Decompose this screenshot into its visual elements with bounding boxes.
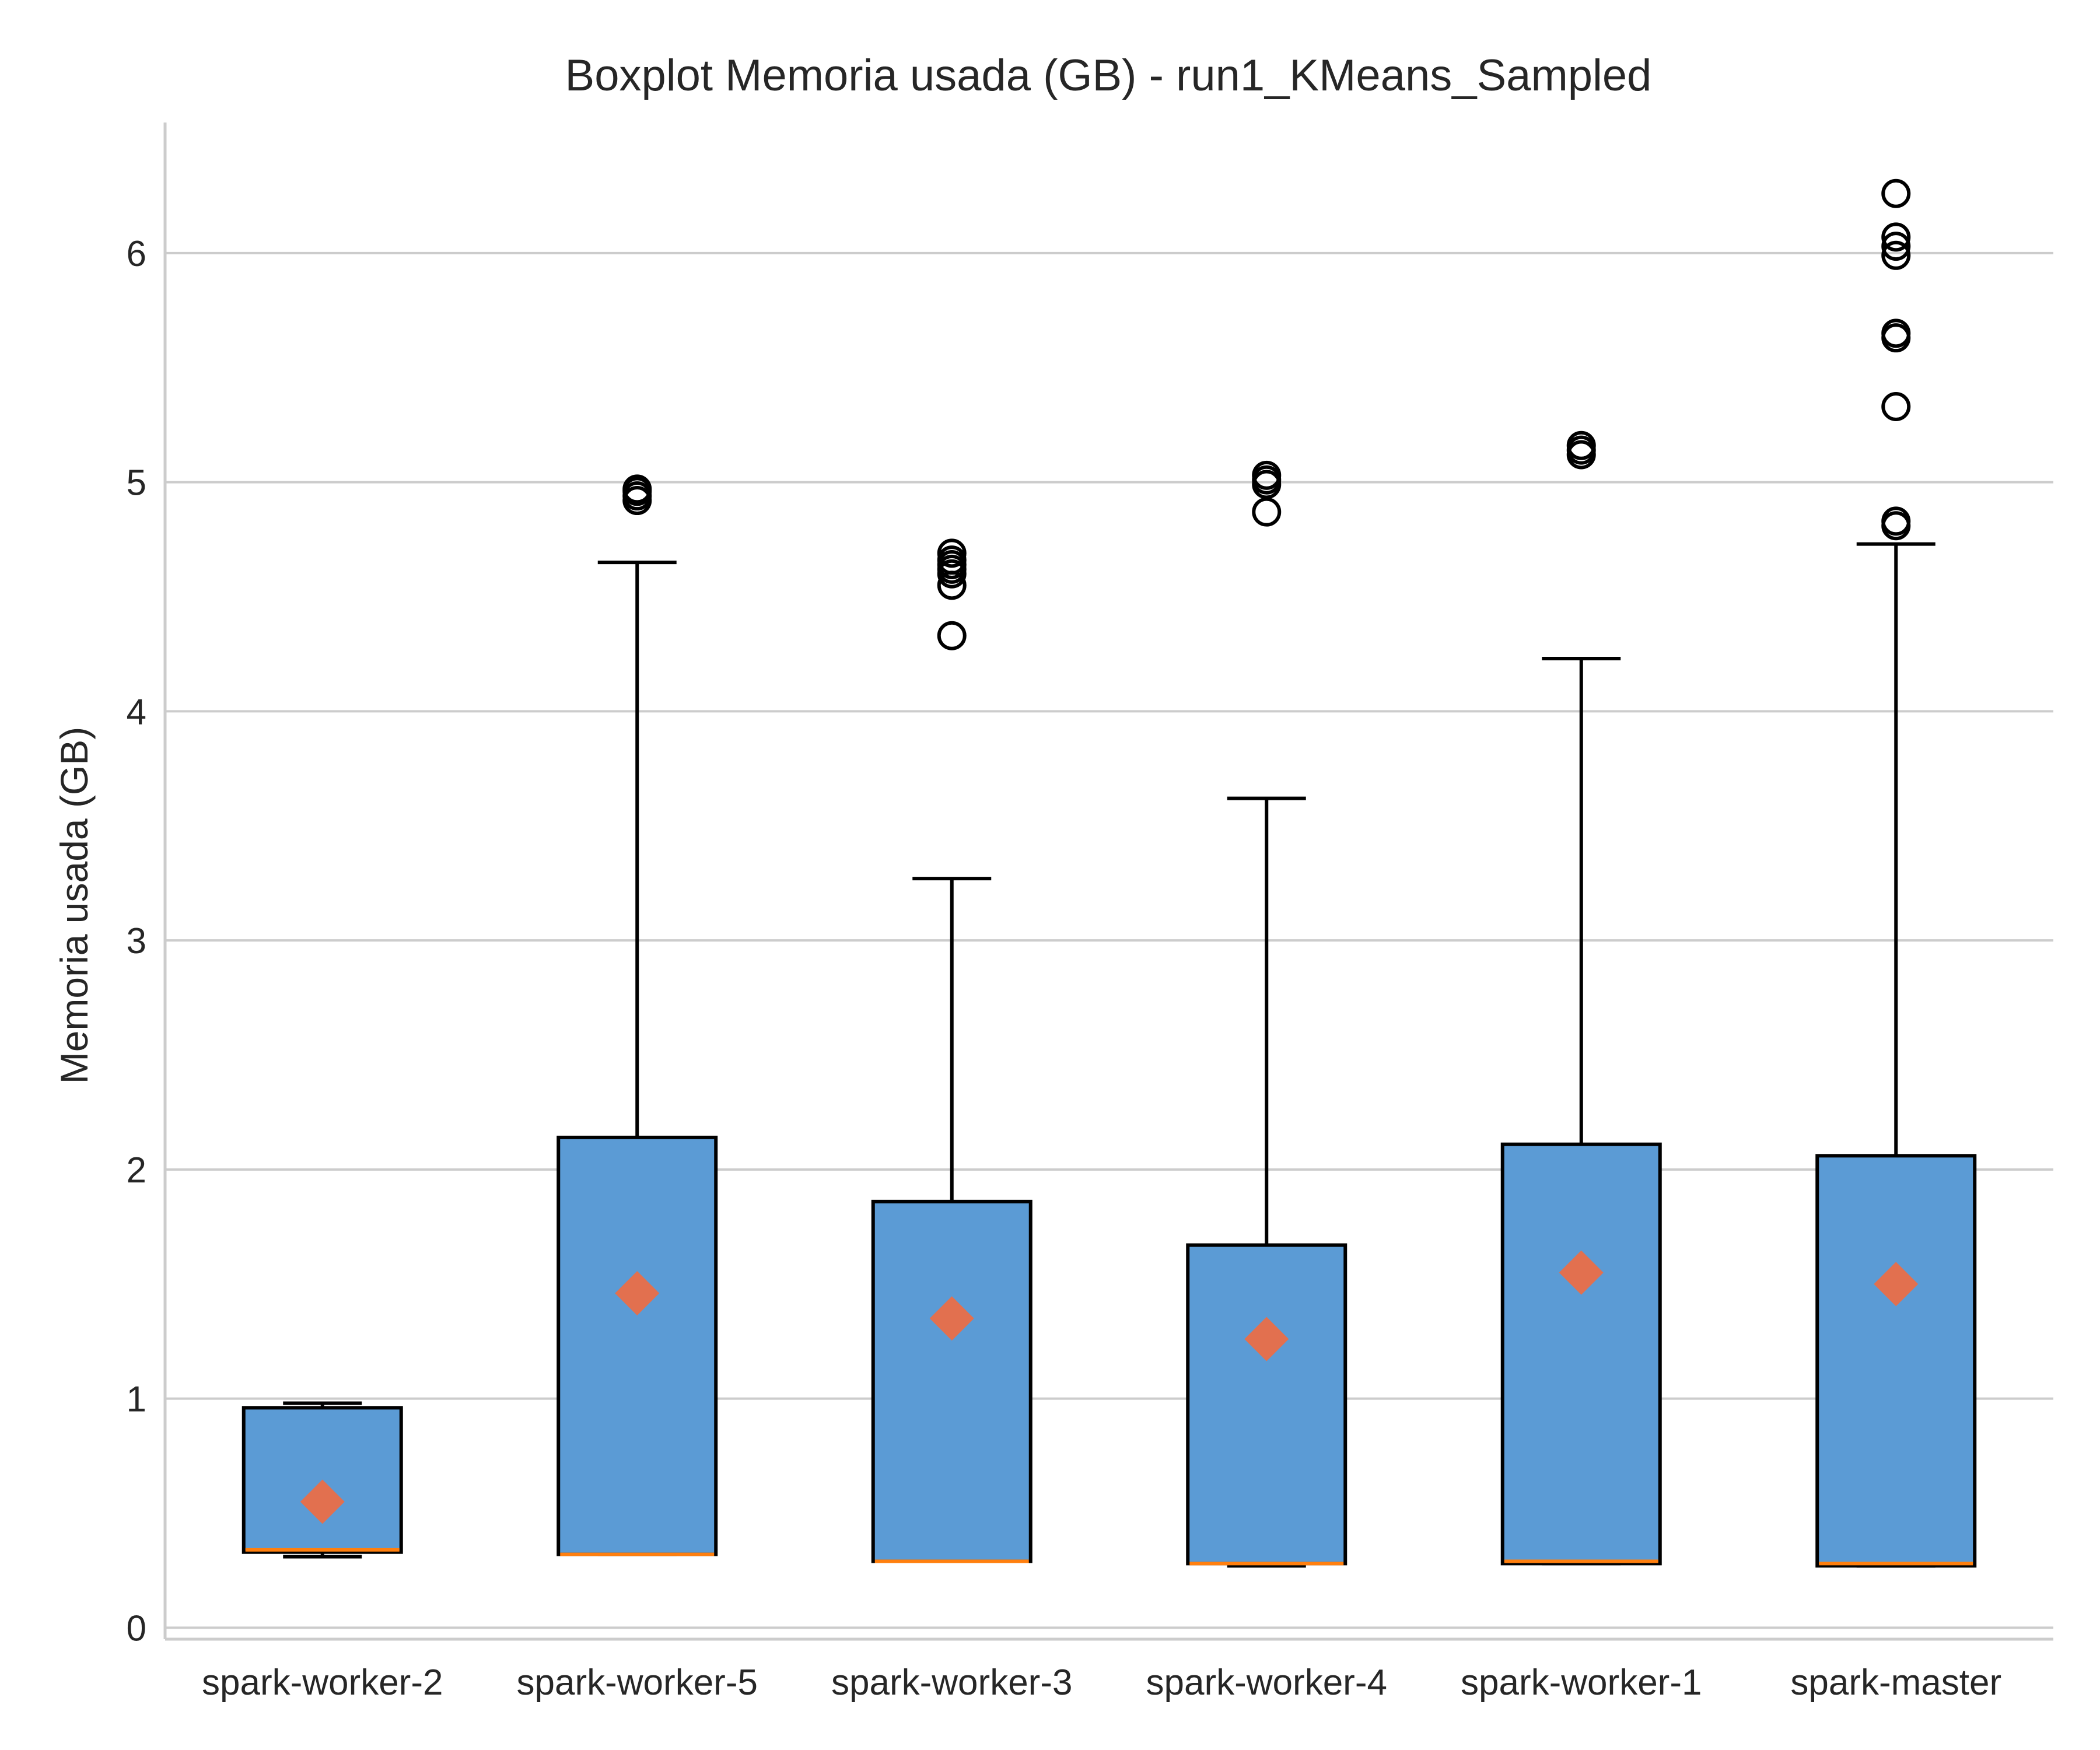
box-group <box>556 474 718 1556</box>
outlier-point <box>1881 318 1911 348</box>
x-tick-label: spark-worker-2 <box>202 1662 443 1703</box>
box-iqr <box>1186 1243 1348 1566</box>
box-group <box>242 1401 403 1559</box>
grid-lines <box>165 251 2053 1629</box>
mean-marker <box>1244 1317 1289 1362</box>
box-layer <box>242 178 1977 1568</box>
x-tick-labels: spark-worker-2 spark-worker-5 spark-worker… <box>202 1662 2001 1703</box>
box-group <box>871 538 1032 1563</box>
chart-title: Boxplot Memoria usada (GB) - run1_KMeans… <box>565 51 1652 100</box>
box-iqr <box>556 1135 718 1556</box>
outlier-point <box>1881 506 1911 536</box>
y-tick-labels: 0 1 2 3 4 5 6 <box>127 234 146 1648</box>
outlier-point <box>1881 178 1911 208</box>
mean-marker <box>929 1296 974 1341</box>
outlier-point <box>1881 232 1911 261</box>
outlier-point <box>1881 222 1911 252</box>
x-tick-label: spark-worker-1 <box>1461 1662 1702 1703</box>
x-tick-label: spark-worker-3 <box>831 1662 1072 1703</box>
outlier-point <box>1566 430 1596 460</box>
box-iqr <box>1500 1142 1662 1566</box>
box-iqr <box>871 1199 1032 1563</box>
outlier-point <box>1252 460 1282 490</box>
y-axis-label: Memoria usada (GB) <box>52 727 96 1084</box>
x-tick-label: spark-worker-4 <box>1146 1662 1387 1703</box>
mean-marker <box>1559 1250 1604 1295</box>
box-group <box>1815 178 1977 1568</box>
box-iqr <box>1815 1154 1977 1568</box>
mean-marker <box>615 1270 660 1315</box>
y-tick-label: 5 <box>127 463 146 503</box>
outlier-point <box>937 621 967 650</box>
outlier-point <box>1252 497 1282 527</box>
y-tick-label: 1 <box>127 1380 146 1420</box>
y-tick-label: 3 <box>127 921 146 961</box>
y-tick-label: 6 <box>127 234 146 274</box>
outlier-point <box>1881 240 1911 270</box>
box-group <box>1186 460 1348 1568</box>
axes <box>163 123 2053 1641</box>
outlier-point <box>937 538 967 568</box>
y-tick-label: 2 <box>127 1150 146 1191</box>
x-tick-label: spark-worker-5 <box>517 1662 758 1703</box>
outlier-point <box>622 474 652 504</box>
mean-marker <box>1874 1262 1919 1307</box>
mean-marker <box>300 1479 345 1524</box>
y-tick-label: 0 <box>127 1608 146 1648</box>
y-tick-label: 4 <box>127 692 146 732</box>
outlier-point <box>1881 392 1911 422</box>
box-group <box>1500 430 1662 1566</box>
x-tick-label: spark-master <box>1790 1662 2001 1703</box>
